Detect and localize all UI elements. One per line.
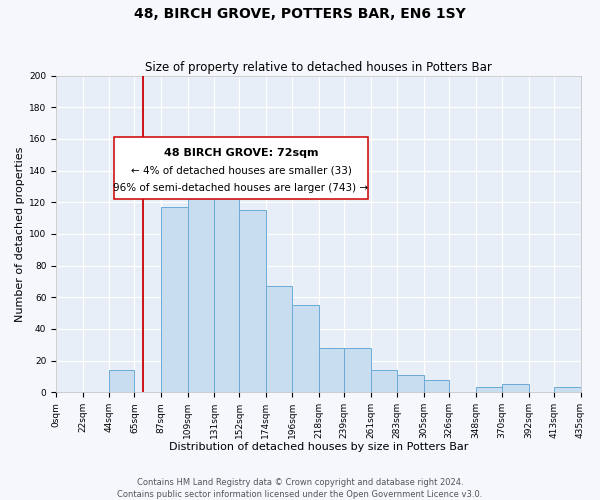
Bar (188, 155, 214, 392)
X-axis label: Distribution of detached houses by size in Potters Bar: Distribution of detached houses by size … (169, 442, 468, 452)
FancyBboxPatch shape (114, 138, 368, 199)
Title: Size of property relative to detached houses in Potters Bar: Size of property relative to detached ho… (145, 62, 492, 74)
Bar (371, 370, 397, 392)
Text: Contains HM Land Registry data © Crown copyright and database right 2024.
Contai: Contains HM Land Registry data © Crown c… (118, 478, 482, 499)
Bar (161, 207, 188, 392)
Text: 48, BIRCH GROVE, POTTERS BAR, EN6 1SY: 48, BIRCH GROVE, POTTERS BAR, EN6 1SY (134, 8, 466, 22)
Text: 48 BIRCH GROVE: 72sqm: 48 BIRCH GROVE: 72sqm (164, 148, 318, 158)
Text: ← 4% of detached houses are smaller (33): ← 4% of detached houses are smaller (33) (131, 166, 352, 176)
Bar (397, 375, 424, 392)
Text: 96% of semi-detached houses are larger (743) →: 96% of semi-detached houses are larger (… (113, 184, 368, 194)
Bar (476, 388, 502, 392)
Bar (239, 210, 266, 392)
Bar (319, 348, 344, 392)
Bar (214, 147, 239, 392)
Y-axis label: Number of detached properties: Number of detached properties (15, 146, 25, 322)
Bar (109, 370, 134, 392)
Bar (266, 286, 292, 392)
Bar (424, 380, 449, 392)
Bar (554, 388, 581, 392)
Bar (344, 348, 371, 392)
Bar (502, 384, 529, 392)
Bar (292, 305, 319, 392)
